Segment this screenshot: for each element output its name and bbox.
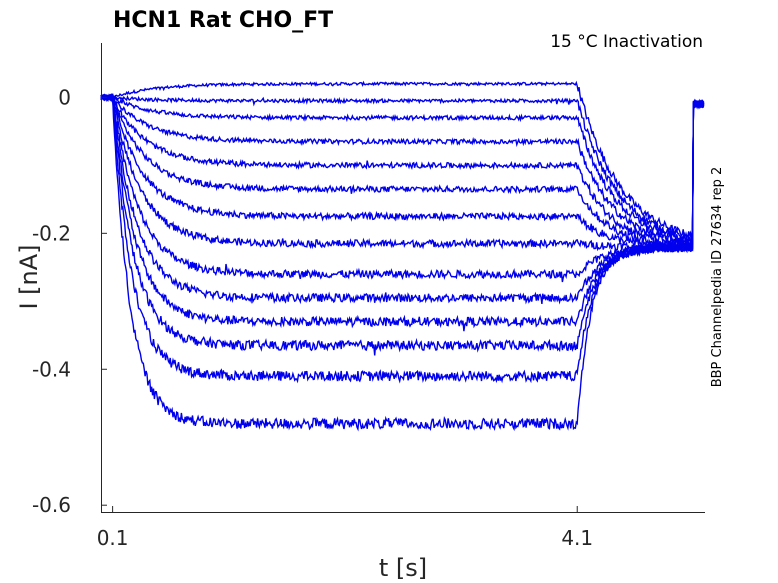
x-tick-label: 0.1 — [97, 526, 129, 550]
y-axis-label: I [nA] — [15, 244, 43, 309]
chart-title: HCN1 Rat CHO_FT — [113, 8, 333, 33]
current-trace — [100, 93, 705, 283]
x-ticks: 0.1 4.1 — [97, 506, 593, 550]
y-tick-label: -0.4 — [32, 357, 71, 381]
current-trace — [100, 80, 704, 240]
current-trace — [100, 94, 705, 244]
current-trace — [100, 92, 705, 432]
current-trace — [100, 93, 705, 250]
current-trace — [100, 93, 705, 246]
current-trace — [100, 93, 705, 251]
current-trace — [100, 94, 705, 247]
traces — [100, 80, 705, 432]
y-tick-label: -0.2 — [32, 221, 71, 245]
current-trace — [100, 94, 705, 247]
current-trace — [100, 94, 704, 332]
channelpedia-id-label: BBP Channelpedia ID 27634 rep 2 — [710, 167, 725, 388]
condition-annotation: 15 °C Inactivation — [550, 32, 703, 52]
current-trace — [100, 94, 705, 253]
x-axis-label: t [s] — [379, 554, 427, 582]
y-tick-label: 0 — [58, 85, 71, 109]
x-tick-label: 4.1 — [561, 526, 593, 550]
current-trace — [100, 93, 705, 305]
y-ticks: 0 -0.2 -0.4 -0.6 — [32, 85, 107, 517]
y-tick-label: -0.6 — [32, 493, 71, 517]
